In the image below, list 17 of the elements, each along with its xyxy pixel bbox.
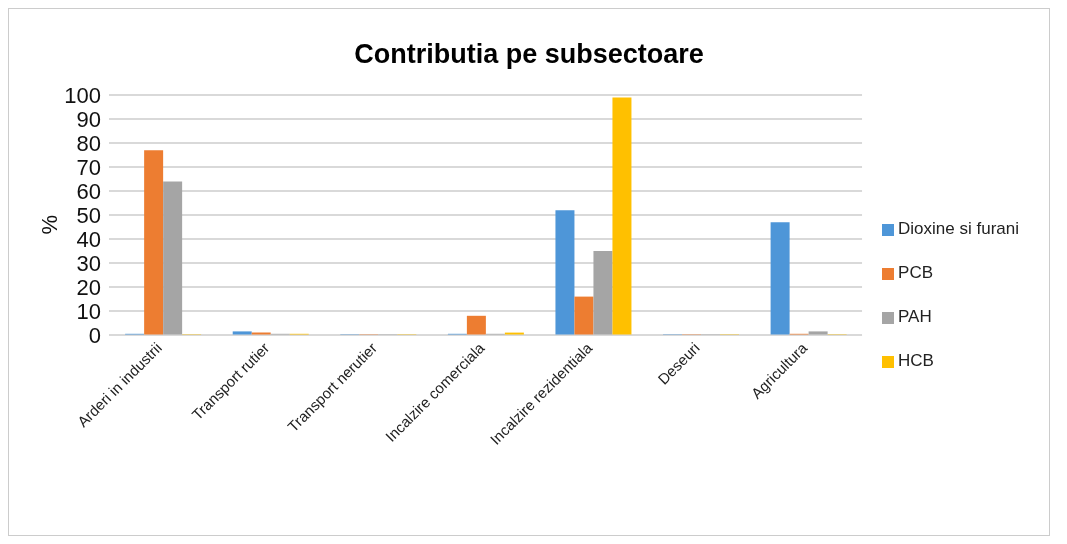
y-axis-title: %	[36, 215, 62, 235]
y-tick-label: 30	[76, 250, 101, 276]
legend-label: HCB	[898, 351, 934, 370]
y-tick-label: 100	[64, 82, 101, 108]
legend-label: PAH	[898, 307, 932, 326]
y-tick-label: 80	[76, 130, 101, 156]
y-tick-label: 70	[76, 154, 101, 180]
y-tick-label: 40	[76, 226, 101, 252]
y-tick-label: 10	[76, 298, 101, 324]
legend-label: PCB	[898, 263, 934, 282]
y-tick-label: 90	[76, 106, 101, 132]
chart-title: Contributia pe subsectoare	[353, 39, 705, 70]
y-tick-label: 50	[76, 202, 101, 228]
y-tick-label: 60	[76, 178, 101, 204]
legend-label: Dioxine si furani	[898, 219, 1019, 238]
y-tick-label: 0	[88, 322, 101, 348]
y-tick-label: 20	[76, 274, 101, 300]
